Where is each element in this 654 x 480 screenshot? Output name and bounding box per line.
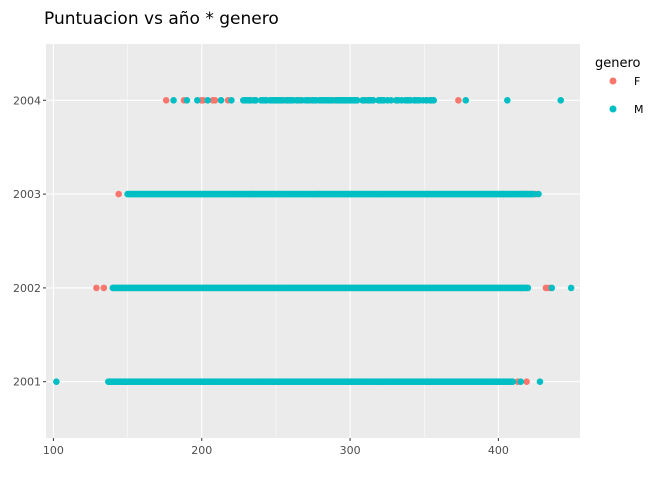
point-outlier [204, 96, 211, 104]
legend-label-F: F [634, 75, 640, 88]
point-outlier [100, 284, 108, 292]
x-tick-label: 300 [340, 444, 361, 457]
point-outlier [162, 96, 170, 104]
point-outlier [567, 284, 575, 292]
point-outlier [228, 96, 235, 104]
point-outlier [115, 190, 122, 198]
point-outlier [535, 190, 542, 198]
point [509, 378, 517, 386]
point-outlier [170, 96, 177, 104]
point [252, 96, 260, 104]
legend: genero F M [595, 56, 644, 116]
point [353, 96, 361, 104]
point-outlier [517, 378, 524, 386]
y-tick-label: 2002 [13, 282, 41, 295]
x-tick-label: 100 [43, 444, 64, 457]
data-points [53, 96, 575, 386]
x-axis: 100 200 300 400 [43, 438, 509, 457]
point [430, 96, 438, 104]
series-M [53, 96, 575, 386]
legend-title: genero [595, 56, 641, 71]
point-outlier [217, 96, 225, 104]
point-outlier [455, 96, 462, 104]
point [387, 96, 395, 104]
point [369, 96, 377, 104]
point-outlier [557, 96, 565, 104]
legend-key-M [609, 105, 617, 113]
point-outlier [194, 96, 201, 104]
point [524, 284, 532, 292]
point-outlier [517, 284, 524, 292]
point-outlier [536, 378, 544, 386]
point-outlier [523, 378, 530, 386]
chart-title: Puntuacion vs año * genero [44, 9, 279, 29]
x-tick-label: 200 [191, 444, 212, 457]
legend-key-F [609, 77, 617, 85]
point-outlier [504, 96, 511, 104]
point-outlier [183, 96, 191, 104]
point-outlier [462, 96, 470, 104]
y-tick-label: 2004 [13, 94, 41, 107]
legend-label-M: M [634, 103, 644, 116]
x-tick-label: 400 [488, 444, 509, 457]
point-outlier [211, 96, 219, 104]
point-outlier [548, 284, 556, 292]
y-axis: 2001 2002 2003 2004 [13, 94, 46, 389]
point [530, 190, 537, 198]
plot-panel [46, 44, 580, 438]
point-outlier [53, 378, 60, 386]
grid-minor [127, 44, 425, 438]
point-outlier [93, 284, 100, 292]
y-tick-label: 2001 [13, 376, 41, 389]
y-tick-label: 2003 [13, 188, 41, 201]
